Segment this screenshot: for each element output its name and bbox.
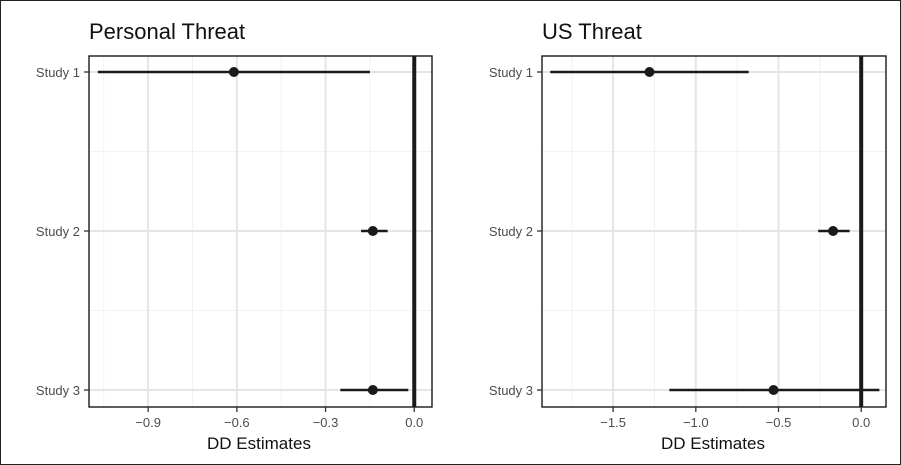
point-estimate [828, 226, 839, 236]
panel-title-personal-threat: Personal Threat [89, 19, 245, 44]
point-estimate [644, 67, 655, 77]
y-tick-label: Study 2 [36, 224, 80, 239]
x-tick-label: −0.5 [766, 415, 792, 430]
x-tick-label: −1.0 [683, 415, 709, 430]
y-tick-label: Study 3 [36, 383, 80, 398]
x-axis-label-personal-threat: DD Estimates [207, 434, 311, 453]
y-tick-label: Study 2 [489, 224, 533, 239]
y-tick-label: Study 1 [489, 65, 533, 80]
x-tick-label: −1.5 [600, 415, 626, 430]
x-axis-label-us-threat: DD Estimates [661, 434, 765, 453]
panel-title-us-threat: US Threat [542, 19, 642, 44]
panel-us-threat: US Threat Study 1 Study 2 Study 3 −1.5 −1.0 −… [489, 19, 887, 453]
x-tick-label: −0.3 [313, 415, 339, 430]
x-tick-label: 0.0 [405, 415, 423, 430]
x-tick-label: −0.9 [135, 415, 161, 430]
x-tick-label: −0.6 [224, 415, 250, 430]
y-tick-label: Study 1 [36, 65, 80, 80]
point-estimate [367, 385, 378, 395]
panel-personal-threat: Personal Threat Study 1 Study 2 Study 3 −0.… [36, 19, 433, 453]
point-estimate [768, 385, 779, 395]
point-estimate [228, 67, 239, 77]
point-estimate [367, 226, 378, 236]
x-tick-label: 0.0 [852, 415, 870, 430]
y-tick-label: Study 3 [489, 383, 533, 398]
